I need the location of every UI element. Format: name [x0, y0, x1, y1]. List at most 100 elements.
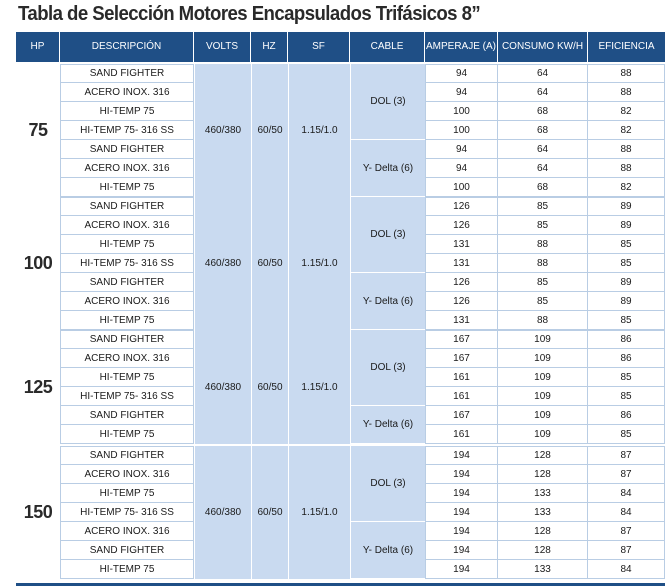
- consumption-cell: 109: [498, 387, 588, 406]
- efficiency-cell: 84: [588, 560, 665, 579]
- efficiency-cell: 89: [588, 197, 665, 216]
- amperage-cell: 100: [425, 121, 498, 140]
- description-cell: HI-TEMP 75: [60, 235, 194, 254]
- amperage-cell: 100: [425, 178, 498, 197]
- description-cell: HI-TEMP 75: [60, 368, 194, 387]
- amperage-cell: 131: [425, 311, 498, 330]
- description-cell: HI-TEMP 75- 316 SS: [60, 121, 194, 140]
- hp-value: 125: [23, 376, 53, 397]
- efficiency-cell: 88: [588, 159, 665, 178]
- hz-cell: 60/50: [251, 197, 288, 330]
- description-cell: ACERO INOX. 316: [60, 292, 194, 311]
- amperage-cell: 94: [425, 159, 498, 178]
- volts-cell: 460/380: [194, 330, 251, 444]
- hz-cell: 60/50: [251, 446, 288, 579]
- hz-cell: 60/50: [251, 330, 288, 444]
- consumption-cell: 109: [498, 425, 588, 444]
- sf-cell: 1.15/1.0: [288, 197, 350, 330]
- header-consumo: CONSUMO KW/H: [498, 32, 588, 62]
- amperage-cell: 194: [425, 541, 498, 560]
- table-header: HP DESCRIPCIÓN VOLTS HZ SF CABLE AMPERAJE (A) C…: [16, 32, 665, 62]
- amperage-cell: 161: [425, 368, 498, 387]
- header-hz: HZ: [251, 32, 288, 62]
- sf-cell: 1.15/1.0: [288, 64, 350, 197]
- consumption-cell: 133: [498, 484, 588, 503]
- efficiency-cell: 88: [588, 83, 665, 102]
- efficiency-cell: 85: [588, 387, 665, 406]
- efficiency-cell: 85: [588, 368, 665, 387]
- amperage-cell: 194: [425, 522, 498, 541]
- consumption-cell: 68: [498, 121, 588, 140]
- efficiency-cell: 87: [588, 465, 665, 484]
- description-cell: HI-TEMP 75: [60, 560, 194, 579]
- efficiency-cell: 86: [588, 406, 665, 425]
- efficiency-cell: 82: [588, 102, 665, 121]
- cable-cell: Y- Delta (6): [350, 273, 425, 330]
- efficiency-cell: 85: [588, 254, 665, 273]
- description-cell: SAND FIGHTER: [60, 140, 194, 159]
- consumption-cell: 68: [498, 178, 588, 197]
- amperage-cell: 126: [425, 292, 498, 311]
- description-cell: ACERO INOX. 316: [60, 159, 194, 178]
- header-cable: CABLE: [350, 32, 425, 62]
- amperage-cell: 194: [425, 484, 498, 503]
- efficiency-cell: 87: [588, 522, 665, 541]
- efficiency-cell: 87: [588, 446, 665, 465]
- efficiency-cell: 84: [588, 484, 665, 503]
- description-cell: SAND FIGHTER: [60, 330, 194, 349]
- consumption-cell: 128: [498, 446, 588, 465]
- consumption-cell: 109: [498, 349, 588, 368]
- description-cell: HI-TEMP 75: [60, 425, 194, 444]
- consumption-cell: 64: [498, 140, 588, 159]
- amperage-cell: 161: [425, 387, 498, 406]
- hp-block-100: 100 460/380 60/50 1.15/1.0 DOL (3) Y- Delta (…: [16, 197, 665, 330]
- header-eficiencia: EFICIENCIA: [588, 32, 665, 62]
- efficiency-cell: 87: [588, 541, 665, 560]
- consumption-cell: 133: [498, 560, 588, 579]
- description-cell: HI-TEMP 75- 316 SS: [60, 387, 194, 406]
- hz-cell: 60/50: [251, 64, 288, 197]
- consumption-cell: 88: [498, 254, 588, 273]
- description-cell: SAND FIGHTER: [60, 197, 194, 216]
- amperage-cell: 131: [425, 235, 498, 254]
- hp-block-125: 125 460/380 60/50 1.15/1.0 DOL (3) Y- Delta (…: [16, 330, 665, 444]
- consumption-cell: 109: [498, 368, 588, 387]
- amperage-cell: 94: [425, 83, 498, 102]
- cable-cell: DOL (3): [350, 330, 425, 406]
- amperage-cell: 126: [425, 197, 498, 216]
- cable-cell: DOL (3): [350, 64, 425, 140]
- description-cell: SAND FIGHTER: [60, 273, 194, 292]
- efficiency-cell: 84: [588, 503, 665, 522]
- consumption-cell: 85: [498, 216, 588, 235]
- description-cell: HI-TEMP 75: [60, 102, 194, 121]
- efficiency-cell: 85: [588, 311, 665, 330]
- amperage-cell: 131: [425, 254, 498, 273]
- consumption-cell: 64: [498, 159, 588, 178]
- consumption-cell: 133: [498, 503, 588, 522]
- consumption-cell: 85: [498, 273, 588, 292]
- efficiency-cell: 88: [588, 140, 665, 159]
- sf-cell: 1.15/1.0: [288, 330, 350, 444]
- consumption-cell: 85: [498, 197, 588, 216]
- description-cell: ACERO INOX. 316: [60, 216, 194, 235]
- header-hp: HP: [16, 32, 60, 62]
- consumption-cell: 68: [498, 102, 588, 121]
- description-cell: HI-TEMP 75: [60, 484, 194, 503]
- amperage-cell: 167: [425, 349, 498, 368]
- efficiency-cell: 86: [588, 349, 665, 368]
- cable-cell: DOL (3): [350, 446, 425, 522]
- amperage-cell: 167: [425, 406, 498, 425]
- efficiency-cell: 85: [588, 235, 665, 254]
- consumption-cell: 85: [498, 292, 588, 311]
- hp-value: 150: [23, 502, 53, 522]
- cable-cell: Y- Delta (6): [350, 406, 425, 444]
- hp-block-75: 75 460/380 60/50 1.15/1.0 DOL (3) Y- Delta (6…: [16, 64, 665, 197]
- amperage-cell: 94: [425, 140, 498, 159]
- description-cell: ACERO INOX. 316: [60, 83, 194, 102]
- volts-cell: 460/380: [194, 197, 251, 330]
- header-volts: VOLTS: [194, 32, 251, 62]
- amperage-cell: 161: [425, 425, 498, 444]
- efficiency-cell: 82: [588, 178, 665, 197]
- consumption-cell: 64: [498, 64, 588, 83]
- hp-block-150: 150 460/380 60/50 1.15/1.0 DOL (3) Y- Delta (…: [16, 446, 665, 579]
